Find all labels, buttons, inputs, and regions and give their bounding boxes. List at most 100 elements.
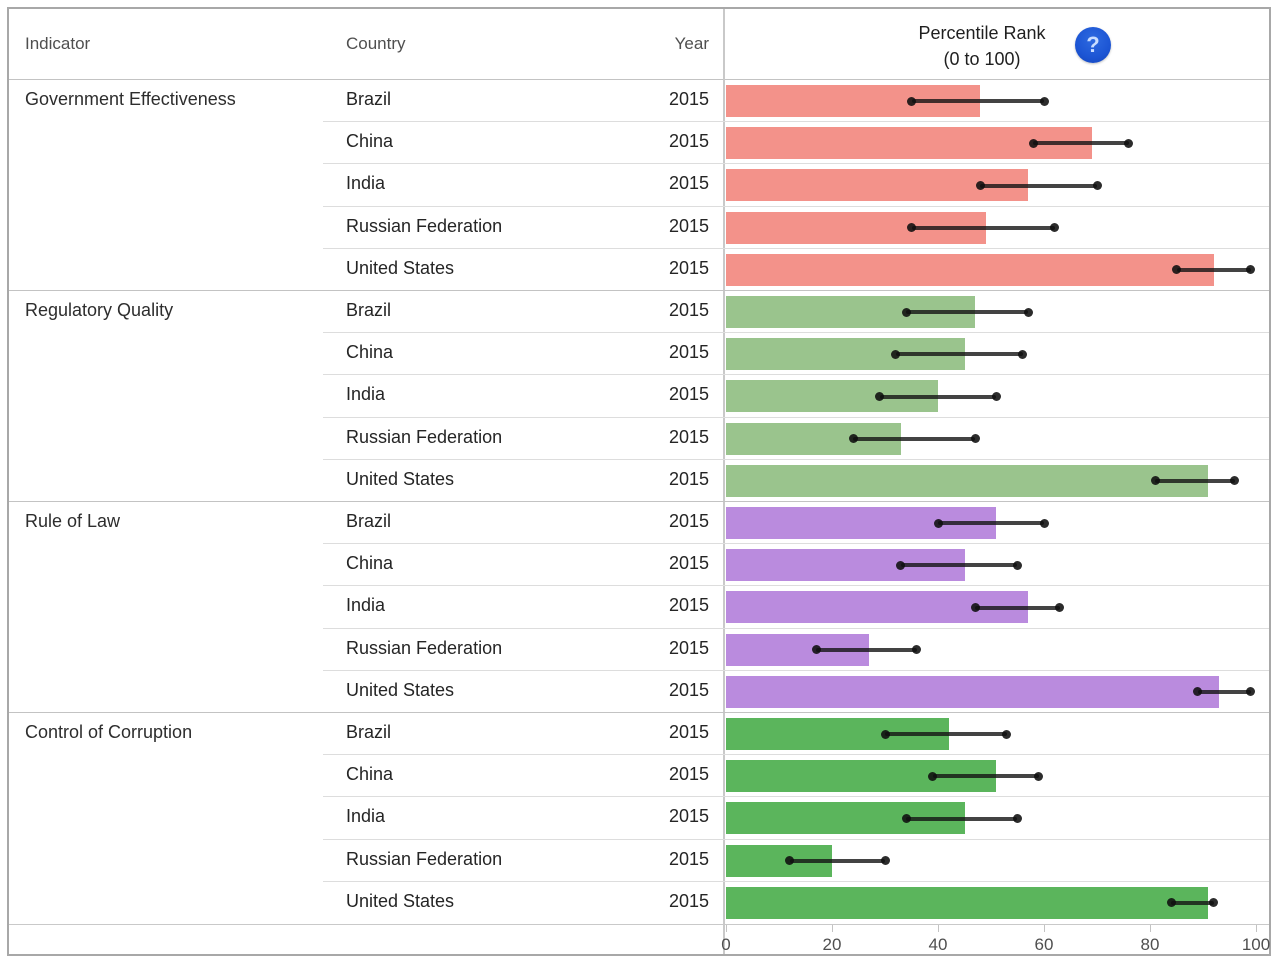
error-bar [895, 352, 1023, 357]
country-cell: Russian Federation [346, 637, 503, 658]
axis-tick-label: 20 [822, 935, 842, 954]
axis-tick [1044, 925, 1045, 932]
row-separator [323, 838, 1269, 840]
country-cell: China [346, 553, 394, 574]
axis-tick-label: 100 [1241, 935, 1271, 954]
error-bar-cap-right [991, 392, 1001, 401]
error-bar-cap-right [1246, 687, 1256, 697]
percentile-bar[interactable] [726, 675, 1219, 708]
axis-tick [726, 925, 727, 932]
row-separator [323, 205, 1269, 207]
percentile-bar[interactable] [726, 464, 1209, 497]
error-bar-cap-right [1034, 771, 1044, 781]
country-cell: United States [346, 890, 455, 911]
year-cell: 2015 [668, 173, 709, 194]
group-separator [9, 290, 1269, 291]
error-bar-cap-left [891, 349, 901, 359]
percentile-bar[interactable] [726, 886, 1209, 919]
axis-tick [832, 925, 833, 932]
error-bar-cap-left [970, 603, 980, 612]
row-separator [323, 796, 1269, 798]
year-cell: 2015 [668, 131, 709, 152]
error-bar [1033, 141, 1129, 146]
year-cell: 2015 [668, 468, 709, 489]
error-bar-cap-right [1039, 96, 1049, 106]
axis-tick [938, 925, 939, 932]
error-bar-cap-left [896, 560, 906, 570]
error-bar-cap-right [1092, 181, 1102, 190]
error-bar [789, 858, 885, 863]
error-bar-cap-left [901, 814, 911, 823]
percentile-bar[interactable] [726, 253, 1214, 286]
country-cell: China [346, 764, 394, 785]
row-separator [323, 374, 1269, 376]
error-bar-cap-right [1018, 349, 1028, 359]
country-cell: Russian Federation [346, 426, 503, 447]
error-bar-cap-right [1050, 223, 1060, 233]
error-bar-cap-right [1246, 265, 1256, 275]
country-cell: Brazil [346, 511, 392, 531]
year-cell: 2015 [668, 511, 709, 531]
error-bar-cap-left [901, 307, 911, 317]
error-bar-cap-right [1013, 560, 1022, 570]
error-bar [938, 521, 1044, 526]
error-bar-cap-right [912, 645, 922, 655]
row-separator [323, 247, 1269, 249]
error-bar-cap-right [1124, 138, 1134, 148]
question-mark-icon[interactable]: ? [1075, 27, 1111, 63]
axis-tick-label: 40 [928, 935, 948, 954]
error-bar-cap-left [1172, 265, 1181, 275]
error-bar-cap-left [907, 223, 916, 233]
year-cell: 2015 [668, 300, 709, 320]
error-bar-cap-left [975, 181, 985, 190]
error-bar-cap-left [1150, 476, 1160, 486]
country-cell: Russian Federation [346, 848, 503, 869]
table-content: Indicator Country Year Percentile Rank (… [9, 9, 1270, 954]
country-cell: India [346, 595, 386, 616]
axis-tick [1150, 925, 1151, 932]
year-cell: 2015 [668, 215, 709, 236]
axis-tick-label: 60 [1034, 935, 1054, 954]
error-bar [900, 563, 1018, 568]
country-cell: Russian Federation [346, 215, 503, 236]
error-bar [879, 394, 997, 399]
error-bar-cap-left [907, 96, 916, 106]
row-separator [323, 880, 1269, 882]
axis-tick [1256, 925, 1257, 932]
year-cell: 2015 [668, 848, 709, 869]
row-separator [323, 121, 1269, 123]
year-cell: 2015 [668, 342, 709, 363]
axis-tick-label: 0 [721, 935, 731, 954]
row-separator [323, 543, 1269, 545]
error-bar [906, 310, 1029, 315]
error-bar-cap-right [880, 856, 890, 866]
error-bar [1176, 267, 1251, 272]
country-cell: Brazil [346, 300, 392, 320]
header-separator [9, 79, 1269, 80]
indicator-cell: Regulatory Quality [25, 300, 174, 320]
error-bar [932, 774, 1039, 779]
row-separator [323, 754, 1269, 756]
error-bar [980, 183, 1097, 188]
chart-column-header-line1: Percentile Rank [918, 23, 1046, 43]
error-bar [1197, 689, 1251, 694]
error-bar-cap-left [785, 856, 795, 866]
year-cell: 2015 [668, 426, 709, 447]
row-separator [323, 458, 1269, 460]
error-bar-cap-right [970, 434, 980, 444]
error-bar-cap-right [1209, 898, 1219, 908]
error-bar-cap-left [848, 434, 858, 444]
error-bar-cap-left [811, 645, 821, 655]
column-header-year: Year [674, 34, 709, 53]
error-bar-cap-right [1013, 814, 1022, 823]
axis-tick-label: 80 [1140, 935, 1160, 954]
row-separator [323, 627, 1269, 629]
row-separator [323, 585, 1269, 587]
country-cell: India [346, 806, 386, 827]
country-cell: China [346, 131, 394, 152]
country-cell: United States [346, 468, 455, 489]
indicator-cell: Rule of Law [25, 511, 121, 531]
year-cell: 2015 [668, 764, 709, 785]
year-cell: 2015 [668, 890, 709, 911]
chart-column-header-line2: (0 to 100) [943, 49, 1021, 69]
